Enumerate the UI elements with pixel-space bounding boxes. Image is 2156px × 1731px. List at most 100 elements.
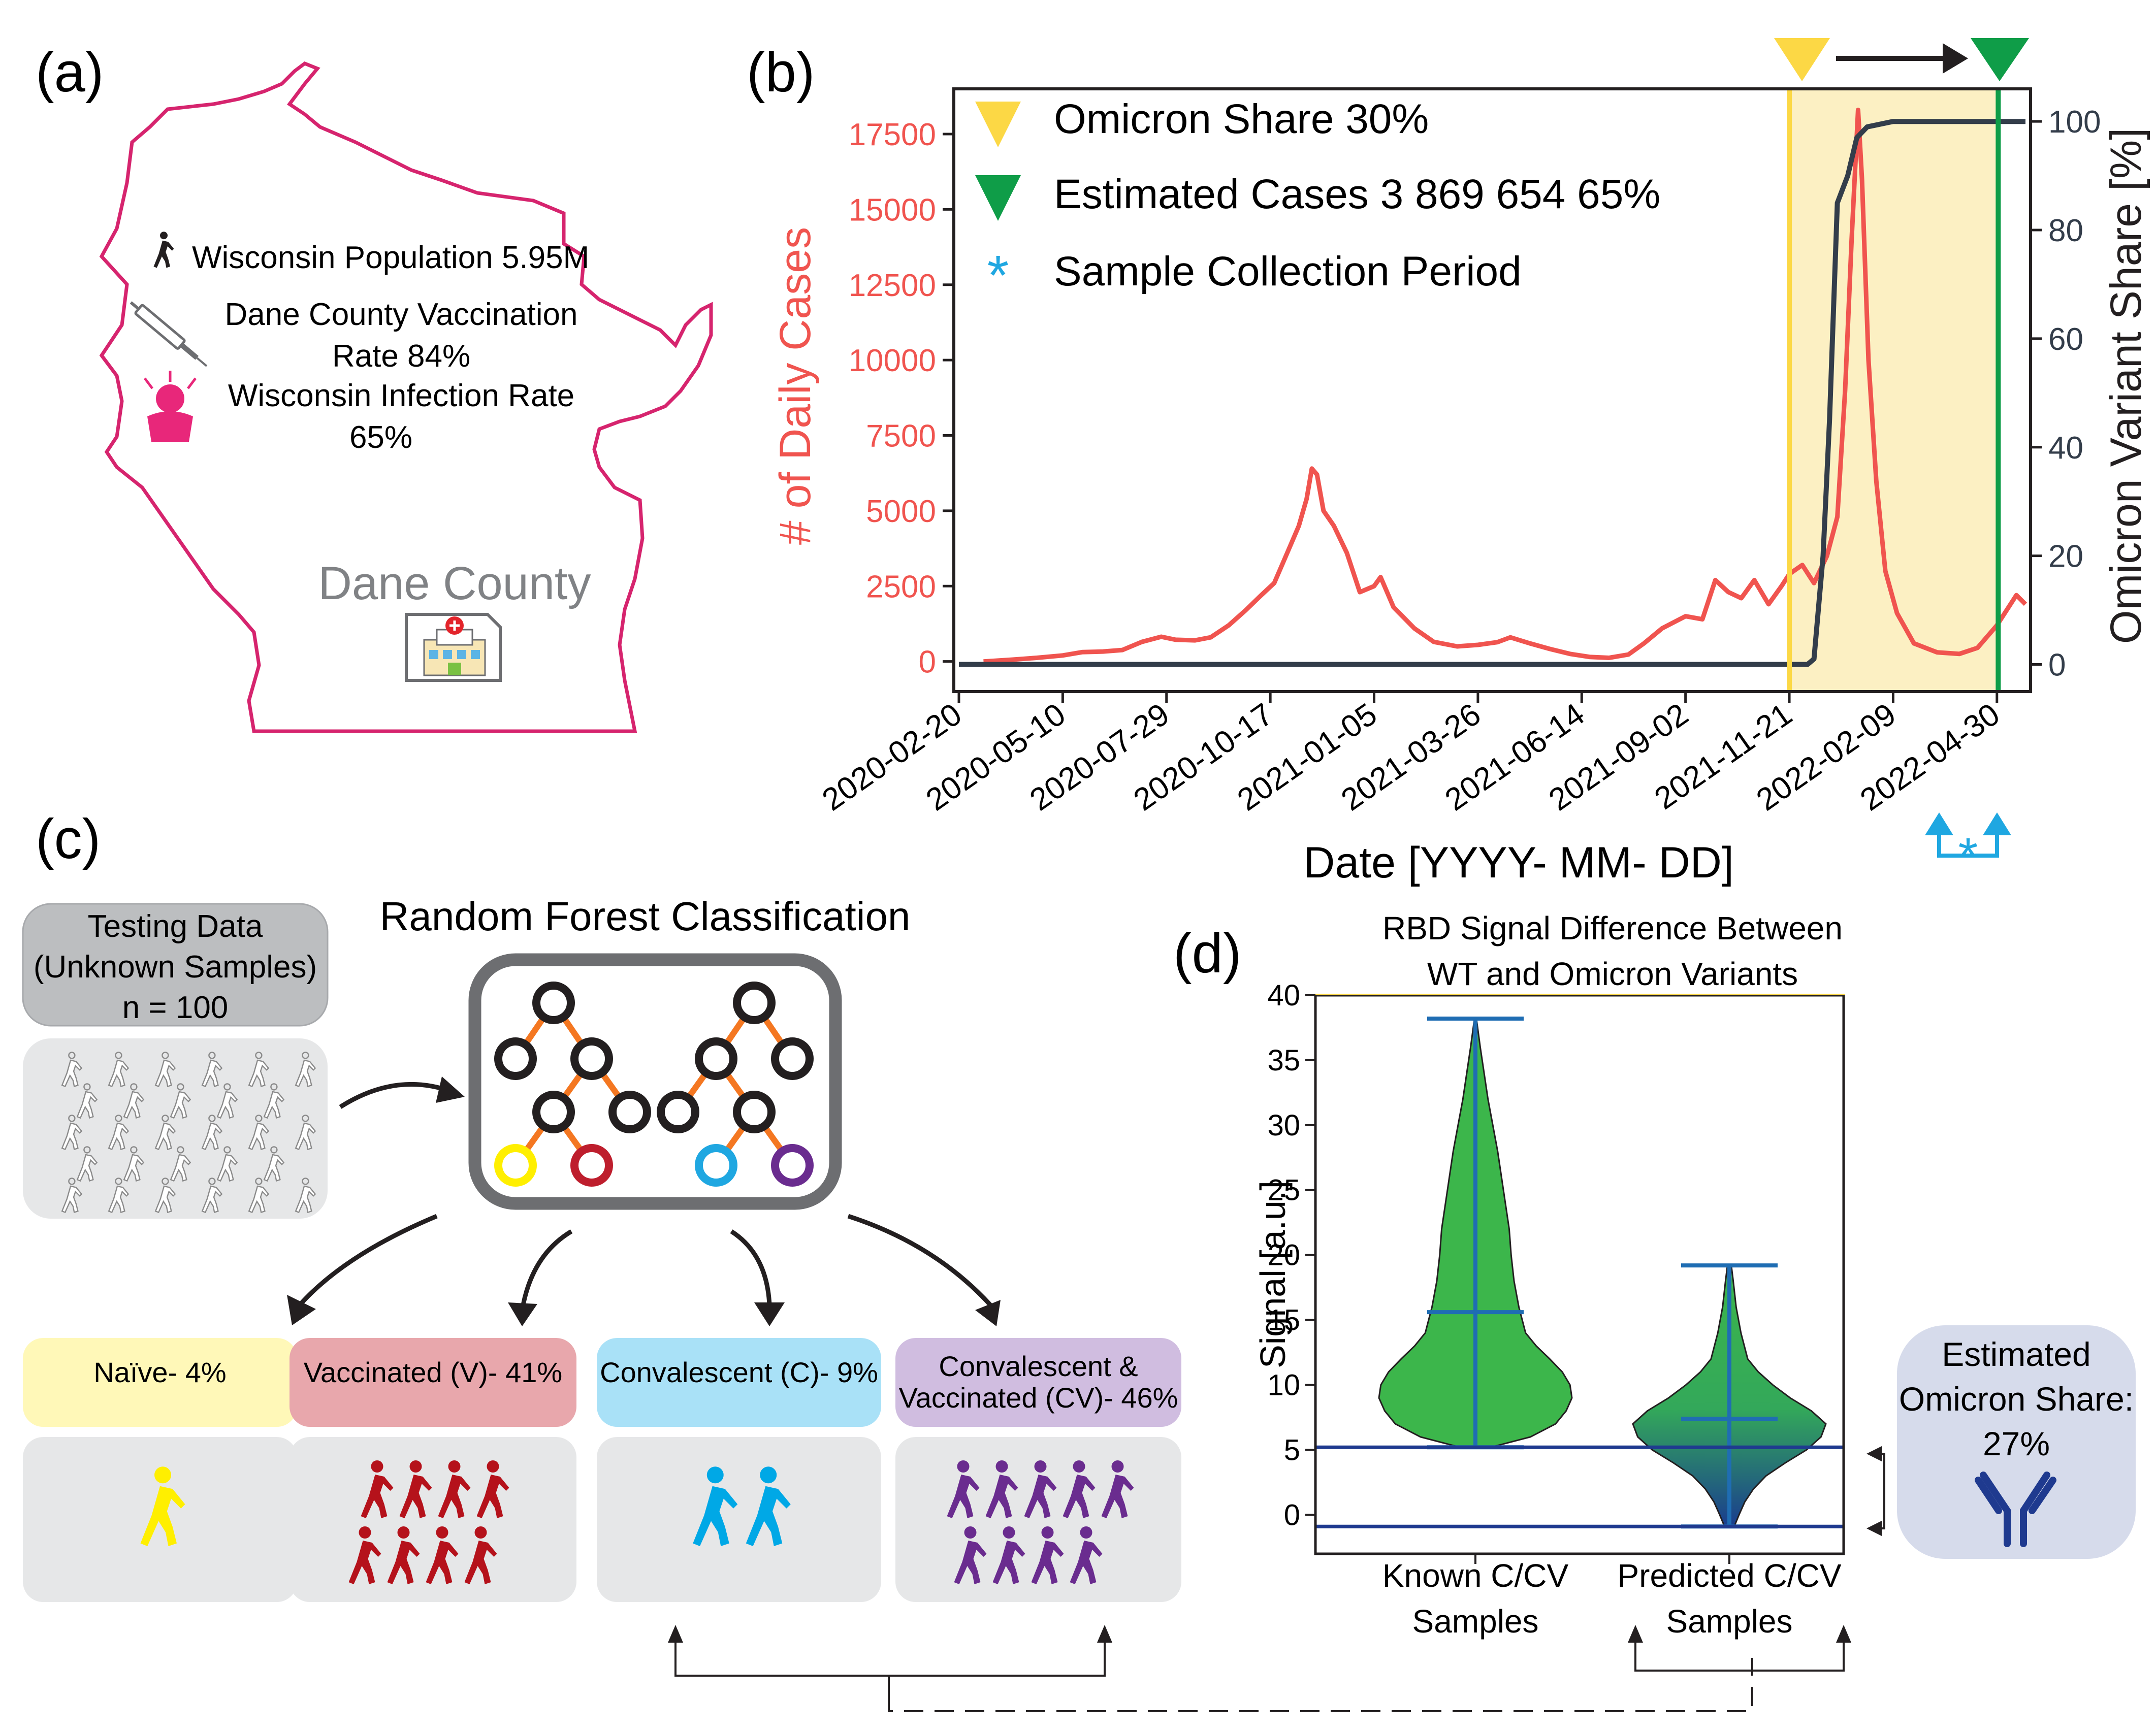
y-tick-label: 30: [1267, 1109, 1300, 1142]
testing-line2: (Unknown Samples): [34, 950, 317, 985]
tree-node: [695, 1037, 737, 1080]
tree-node: [532, 1091, 575, 1133]
tree-node-root-left: [532, 982, 575, 1024]
tree-leaf-naive: [494, 1144, 537, 1187]
x-tick-label: Samples: [1666, 1603, 1793, 1640]
y2-tick-label: 0: [2048, 648, 2066, 683]
arrow-head-icon: [975, 1300, 1001, 1326]
daily-cases-line: [983, 108, 2028, 664]
arrow-head-icon: [1836, 1625, 1851, 1643]
tree-node: [657, 1091, 699, 1133]
arrow-head-icon: [508, 1302, 537, 1326]
x-axis-label: Date [YYYY- MM- DD]: [1303, 838, 1733, 887]
plot-frame-b: [952, 87, 2032, 693]
y2-tick-label: 80: [2048, 213, 2083, 248]
y-tick-label: 10000: [849, 343, 936, 378]
output-arrows: [298, 1214, 992, 1307]
input-arrow: [339, 1082, 453, 1109]
legend-yellow-triangle-icon: [975, 102, 1021, 147]
wisconsin-outline: [99, 61, 713, 733]
tree-node: [733, 1091, 776, 1133]
range-bracket: [1874, 1453, 1885, 1529]
tree-node: [494, 1037, 537, 1080]
testing-line1: Testing Data: [88, 909, 263, 944]
arrow-head-icon: [287, 1295, 316, 1325]
y-tick-label: 2500: [866, 569, 936, 604]
y-tick-label: 40: [1267, 979, 1300, 1012]
walking-person-icon: [153, 232, 174, 268]
tree-node: [608, 1091, 651, 1133]
y-tick-label: 20: [1267, 1239, 1300, 1272]
class-label-box: [289, 1338, 576, 1427]
sample-period-shading: [1789, 89, 1999, 692]
y-tick-label: 25: [1267, 1174, 1300, 1207]
plot-frame-accent: [1314, 994, 1845, 995]
x-tick-label: Known C/CV: [1382, 1557, 1569, 1594]
x-tick-label: Samples: [1412, 1603, 1539, 1640]
legend-asterisk-icon: *: [987, 244, 1009, 307]
vaccination-text-line1: Dane County Vaccination: [224, 297, 577, 332]
panel-label-d: (d): [1173, 922, 1241, 985]
bracket-arrow-down-icon: [1867, 1521, 1882, 1536]
omicron-box-line1: Estimated: [1942, 1335, 2090, 1373]
y-axis-label: Signal [a.u.]: [1253, 1181, 1293, 1368]
arrow-head-icon: [754, 1302, 785, 1326]
omicron-box-line3: 27%: [1983, 1425, 2050, 1462]
y-axis-label: # of Daily Cases: [771, 227, 820, 545]
population-text: Wisconsin Population 5.95M: [192, 240, 589, 275]
wisconsin-map: Wisconsin Population 5.95M Dane County V…: [99, 61, 713, 733]
y2-tick-label: 100: [2048, 105, 2101, 140]
hospital-icon: [405, 613, 502, 682]
period-markers: *: [1774, 38, 2029, 885]
county-label: Dane County: [318, 558, 591, 609]
y-tick-label: 10: [1267, 1368, 1300, 1401]
bracket-arrow-left-icon: [1925, 812, 1953, 835]
legend-b: Omicron Share 30% Estimated Cases 3 869 …: [975, 96, 1660, 307]
sample-period-bracket: [1937, 830, 1999, 858]
omicron-share-line: [959, 119, 2025, 667]
legend-item-0: Omicron Share 30%: [1054, 96, 1429, 142]
legend-item-2: Sample Collection Period: [1054, 248, 1522, 295]
violin-title-line2: WT and Omicron Variants: [1427, 956, 1798, 992]
classification-title: Random Forest Classification: [380, 894, 911, 939]
y-tick-label: 5000: [866, 494, 936, 529]
y-tick-label: 17500: [849, 117, 936, 152]
connector-arrow-heads: [668, 1625, 1851, 1643]
class-label: Naïve- 4%: [93, 1356, 226, 1388]
y-tick-label: 0: [919, 645, 936, 680]
bracket-asterisk-icon: *: [1958, 828, 1978, 885]
output-arrow-heads: [287, 1295, 1001, 1326]
comparison-connectors: [674, 1640, 1845, 1712]
y2-tick-label: 40: [2048, 431, 2083, 466]
antibody-icon: [1975, 1472, 2056, 1547]
violin-chart: 0 5 10 15 20 25 30 35 40 Signal [a.u.] Known C/CV S…: [1253, 979, 1845, 1640]
arrow-head-icon: [668, 1625, 683, 1643]
arrow-head-icon: [1628, 1625, 1643, 1643]
tree-node: [771, 1037, 814, 1080]
random-forest-box: [468, 953, 842, 1210]
progress-arrow-head-icon: [1943, 43, 1968, 74]
input-arrow-head-icon: [436, 1076, 465, 1103]
class-label-box: [895, 1338, 1181, 1427]
y-tick-label: 12500: [849, 268, 936, 303]
yellow-marker-triangle-icon: [1774, 38, 1830, 81]
arrow-head-icon: [1097, 1625, 1112, 1643]
y2-tick-label: 60: [2048, 322, 2083, 357]
legend-green-triangle-icon: [975, 175, 1021, 221]
class-label-box: [597, 1338, 881, 1427]
testing-line3: n = 100: [122, 990, 229, 1025]
y-tick-label: 15000: [849, 192, 936, 227]
vaccination-text-line2: Rate 84%: [332, 339, 470, 374]
tree-node-root-right: [733, 982, 776, 1024]
syringe-icon: [130, 301, 208, 367]
class-label: Vaccinated (V)- 41%: [304, 1356, 562, 1388]
testing-data-box: Testing Data (Unknown Samples) n = 100: [22, 903, 329, 1219]
y-tick-label: 5: [1284, 1433, 1300, 1466]
class-label: Convalescent (C)- 9%: [600, 1356, 878, 1388]
y-tick-label: 35: [1267, 1044, 1300, 1077]
y-tick-label: 0: [1284, 1498, 1300, 1531]
panel-label-a: (a): [36, 41, 104, 104]
y-tick-label: 7500: [866, 419, 936, 454]
bracket-arrow-right-icon: [1983, 812, 2011, 835]
tree-leaf-vaccinated: [570, 1144, 613, 1187]
